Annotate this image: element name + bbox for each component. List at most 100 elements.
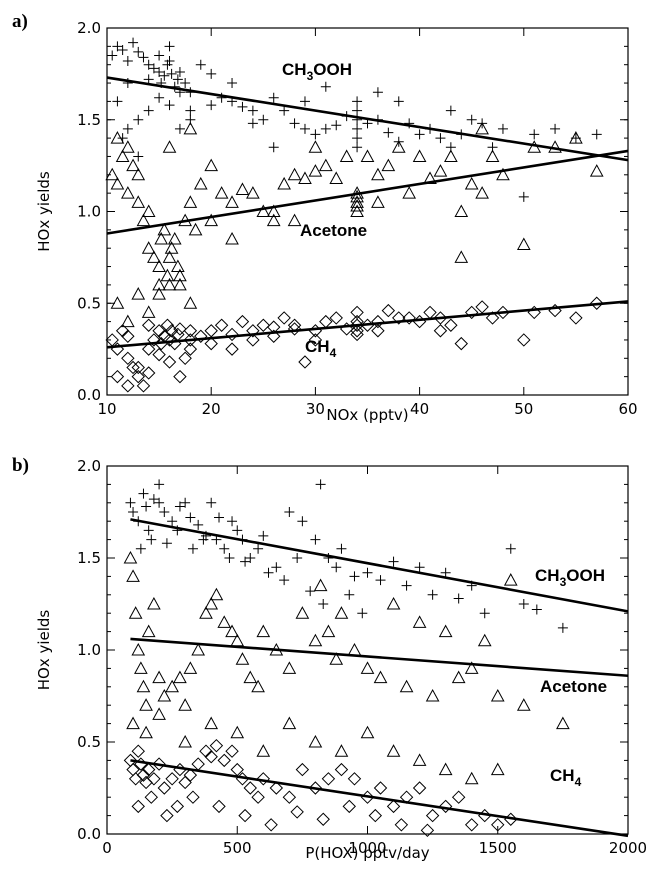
plus-marker [357, 608, 368, 619]
diamond-marker [178, 775, 192, 790]
plus-marker [167, 516, 178, 527]
triangle-marker [141, 241, 156, 254]
plus-marker [292, 553, 303, 563]
diamond-marker [126, 360, 140, 375]
plus-marker [224, 553, 235, 563]
triangle-marker [178, 698, 192, 711]
triangle-marker [308, 633, 323, 647]
plus-marker [174, 501, 185, 512]
triangle-marker [191, 642, 206, 656]
diamond-marker [438, 799, 453, 814]
plus-marker [344, 589, 355, 600]
diamond-marker [225, 342, 239, 356]
plus-marker [263, 567, 274, 578]
triangle-marker [329, 652, 344, 665]
plus-marker [154, 50, 165, 61]
diamond-marker [160, 808, 174, 823]
diamond-marker [141, 366, 156, 380]
diamond-marker [131, 369, 145, 384]
plus-marker [122, 56, 133, 67]
plus-marker [164, 56, 175, 67]
triangle-marker [204, 716, 219, 730]
plus-marker [331, 562, 342, 573]
plus-marker [352, 133, 363, 144]
diamond-marker [308, 781, 323, 795]
plus-marker [383, 127, 394, 138]
plus-marker [401, 580, 412, 591]
diamond-marker [173, 369, 187, 384]
plus-marker [125, 497, 136, 508]
diamond-marker [381, 303, 396, 318]
triangle-marker [147, 250, 161, 263]
diamond-marker [290, 805, 304, 819]
y-axis-title: HOx yields [35, 610, 53, 691]
series-label: CH3OOH [282, 60, 352, 83]
plus-marker [247, 105, 258, 116]
diamond-marker [342, 799, 356, 814]
diamond-marker [308, 324, 323, 338]
diamond-marker [423, 305, 437, 320]
plus-marker [180, 497, 191, 508]
plus-marker [557, 622, 568, 633]
diamond-marker [141, 762, 156, 777]
triangle-marker [126, 158, 140, 172]
triangle-marker [230, 725, 245, 739]
plus-marker [529, 129, 540, 140]
regression-line [130, 759, 629, 838]
triangle-marker [490, 762, 505, 776]
y-tick-label: 2.0 [77, 457, 101, 475]
triangle-marker [282, 661, 297, 674]
triangle-marker [123, 550, 138, 564]
triangle-marker [527, 140, 542, 153]
diamond-marker [170, 799, 185, 814]
triangle-marker [569, 131, 583, 144]
plus-marker [284, 507, 295, 517]
triangle-marker [287, 213, 302, 227]
triangle-marker [371, 167, 385, 181]
plus-marker [253, 543, 264, 554]
plus-marker [206, 497, 217, 508]
plus-marker [245, 553, 256, 563]
plus-marker [154, 497, 165, 508]
diamond-marker [212, 799, 226, 814]
triangle-marker [243, 670, 258, 684]
diamond-marker [204, 336, 218, 351]
plus-marker [164, 100, 175, 111]
triangle-marker [171, 259, 185, 273]
triangle-marker [120, 186, 135, 199]
triangle-marker [164, 241, 179, 254]
triangle-marker [339, 149, 354, 162]
triangle-marker [173, 268, 187, 282]
diamond-marker [246, 333, 260, 347]
triangle-marker [157, 688, 172, 702]
triangle-marker [329, 171, 344, 184]
triangle-marker [589, 164, 604, 177]
plus-marker [117, 45, 128, 56]
triangle-marker [350, 189, 364, 203]
diamond-marker [183, 342, 198, 356]
plus-marker [505, 543, 516, 554]
triangle-marker [548, 140, 562, 153]
triangle-marker [217, 615, 232, 628]
diamond-marker [256, 318, 271, 332]
diamond-marker [298, 355, 312, 369]
diamond-marker [162, 333, 177, 347]
triangle-marker [204, 158, 219, 172]
triangle-marker [464, 661, 479, 674]
diamond-marker [235, 314, 250, 329]
plus-marker [206, 68, 217, 79]
triangle-marker [454, 204, 469, 217]
diamond-marker [454, 336, 468, 351]
plus-marker [479, 608, 490, 619]
diamond-marker [412, 781, 427, 795]
plus-marker [393, 96, 404, 107]
series-label: CH4 [550, 766, 582, 789]
triangle-marker [321, 624, 336, 638]
triangle-marker [402, 186, 417, 199]
triangle-marker [399, 679, 414, 693]
plus-marker [141, 501, 152, 512]
triangle-marker [139, 698, 153, 711]
triangle-marker [516, 237, 531, 251]
diamond-marker [277, 311, 291, 325]
